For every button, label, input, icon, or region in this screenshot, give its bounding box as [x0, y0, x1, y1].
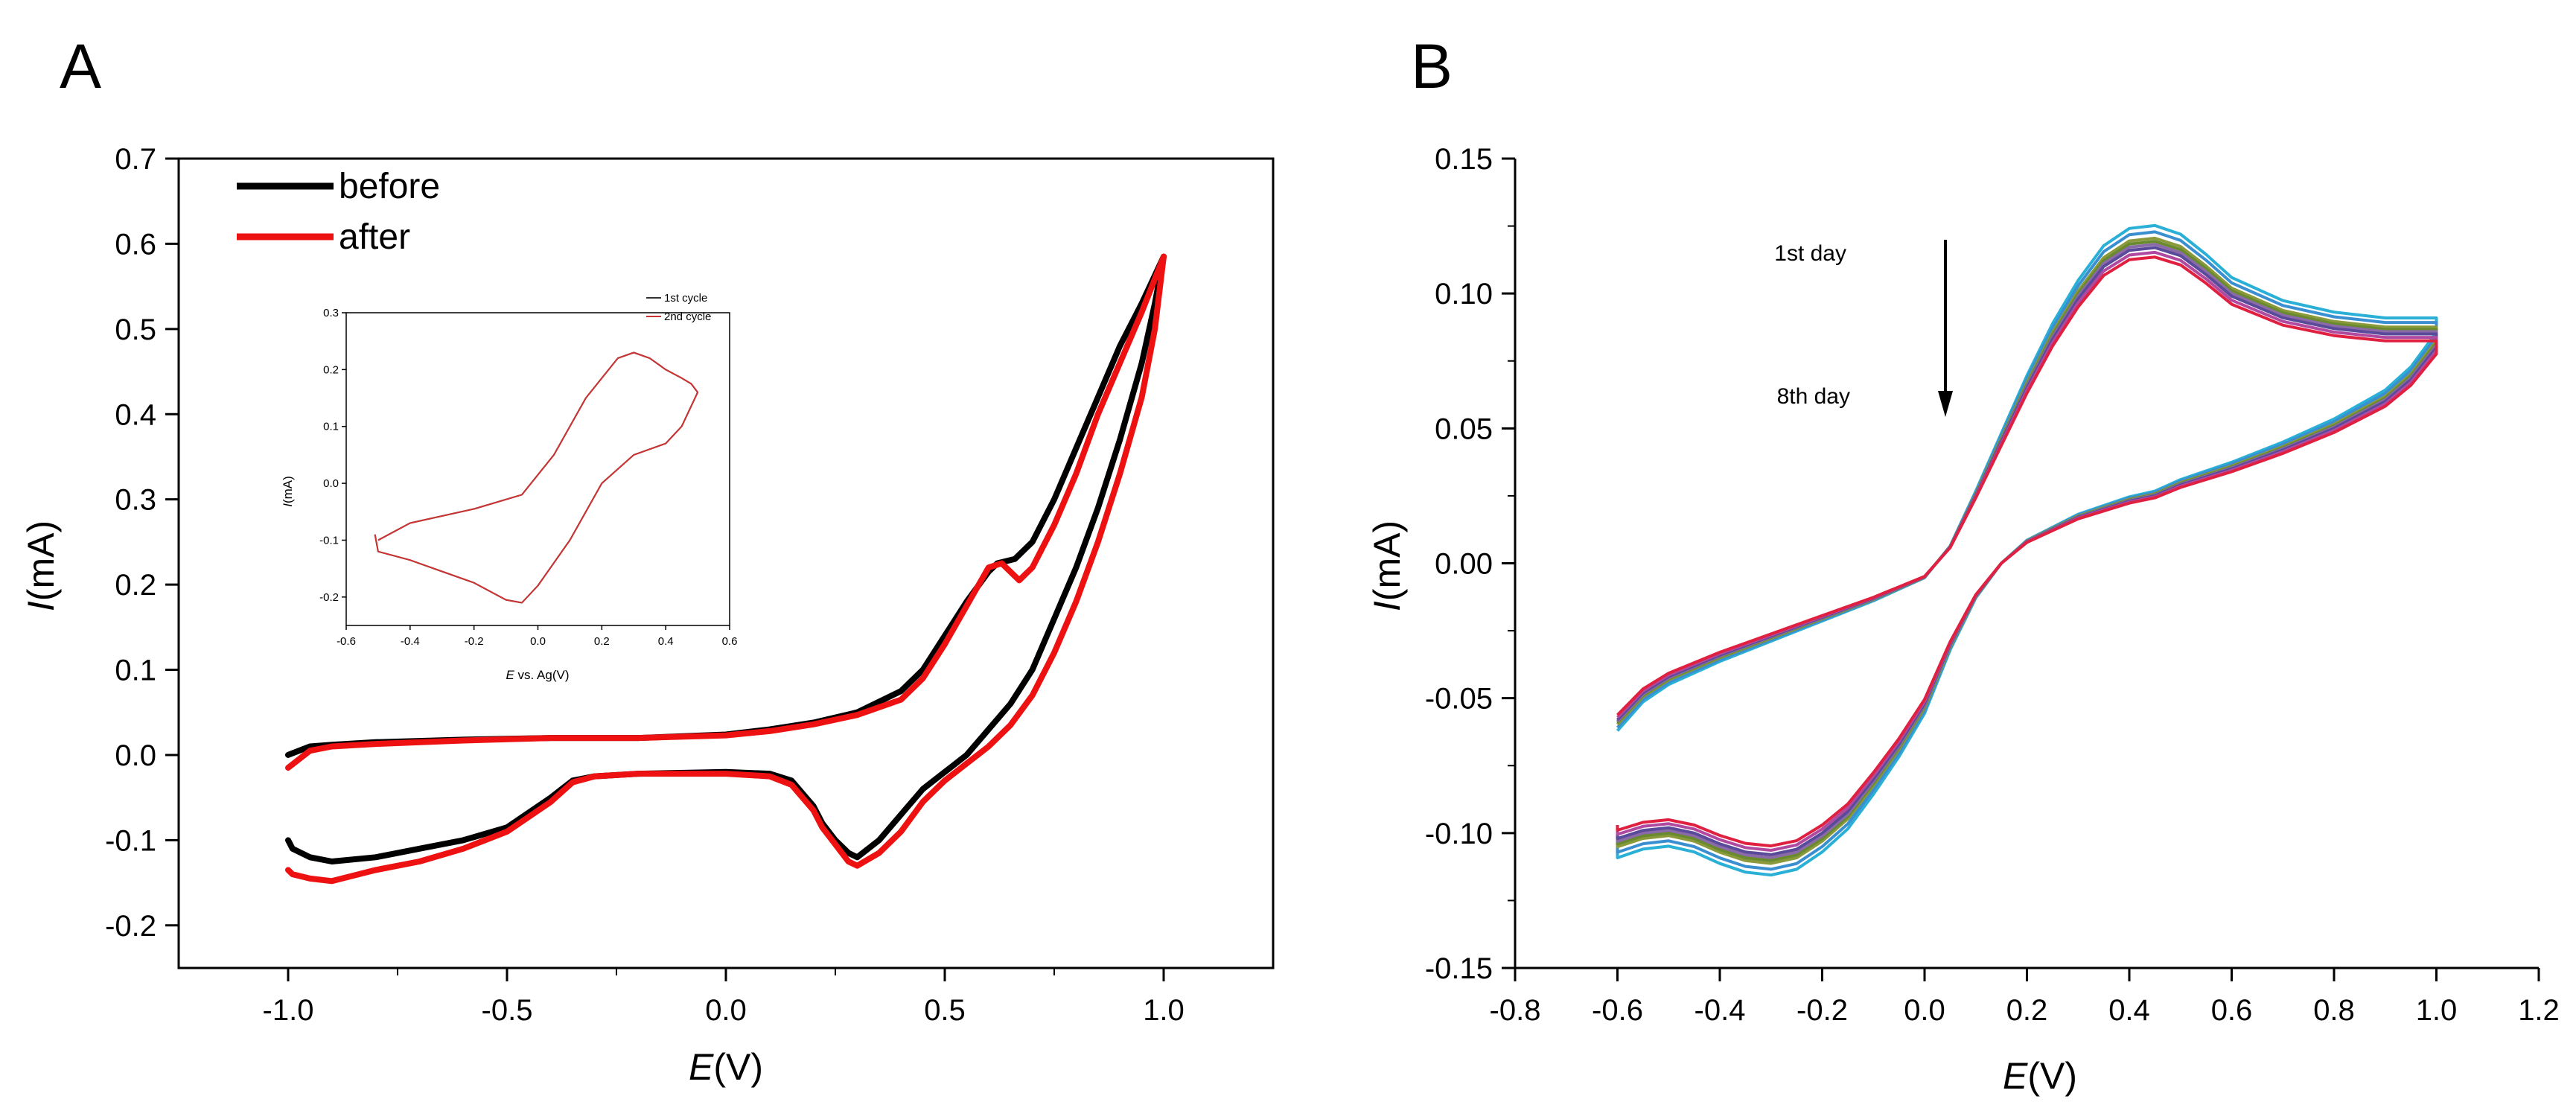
b-xtick-label: 1.0	[2416, 994, 2458, 1027]
panel-a-xlabel: E(V)	[689, 1046, 763, 1088]
a-xtick-label: 1.0	[1143, 994, 1185, 1027]
inset-series	[374, 351, 699, 604]
b-xtick-label: 1.2	[2518, 994, 2560, 1027]
b-series-day-7	[1616, 250, 2438, 852]
a-xtick-label: -0.5	[482, 994, 533, 1027]
panel-b-label: B	[1411, 31, 1453, 101]
b-series-day-4	[1616, 240, 2438, 862]
b-ytick-label: -0.15	[1425, 952, 1493, 985]
a-ytick-label: 0.0	[115, 739, 156, 772]
a-ytick-label: 0.6	[115, 228, 156, 261]
inset-ytick-label: 0.3	[323, 307, 339, 319]
inset-xtick-label: 0.4	[658, 635, 674, 648]
b-ytick-label: 0.10	[1435, 278, 1493, 310]
a-xtick-label: 0.5	[924, 994, 966, 1027]
inset-ytick-label: -0.2	[319, 591, 339, 604]
b-xtick-label: 0.2	[2006, 994, 2048, 1027]
panel-b-axes: -0.8 -0.6 -0.4 -0.2 0.0 0.2 0.4 0.6 0.8 1.0 1.2 -0.…	[1425, 143, 2560, 1027]
panel-b-xlabel: E(V)	[2003, 1055, 2077, 1097]
legend-label-before: before	[339, 167, 440, 206]
inset-ytick-label: -0.1	[319, 534, 339, 547]
a-ytick-label: 0.5	[115, 313, 156, 346]
b-xtick-label: -0.2	[1796, 994, 1848, 1027]
inset-xtick-label: 0.2	[594, 635, 610, 648]
inset-chart: -0.6 -0.4 -0.2 0.0 0.2 0.4 0.6 -0.2 -0.1 0.0 0.1 0.…	[281, 292, 737, 682]
b-ytick-label: -0.10	[1425, 818, 1493, 850]
panel-a-label: A	[60, 31, 101, 101]
inset-ytick-label: 0.1	[323, 421, 339, 433]
panel-a-axes: -1.0 -0.5 0.0 0.5 1.0 -0.2 -0.1 0.0 0.1 0.2 0.3 0.4…	[105, 143, 1185, 1027]
inset-series-2nd-cycle	[374, 351, 699, 604]
inset-ytick-label: 0.2	[323, 363, 339, 376]
b-xtick-label: 0.4	[2108, 994, 2150, 1027]
b-xtick-label: 0.6	[2211, 994, 2253, 1027]
annotation-8th-day: 8th day	[1777, 384, 1850, 409]
inset-xtick-label: 0.6	[722, 635, 738, 648]
a-ytick-label: 0.7	[115, 143, 156, 176]
inset-xtick-label: 0.0	[530, 635, 546, 648]
inset-xtick-label: -0.6	[337, 635, 356, 648]
panel-b: B -0.8 -0.6 -0.4 -0.2 0.0 0.2 0.4 0.6 0.8 1.0 1.2-…	[1366, 31, 2560, 1097]
a-ytick-label: 0.1	[115, 654, 156, 687]
legend-label-after: after	[339, 217, 410, 257]
annotation-1st-day: 1st day	[1774, 241, 1846, 266]
panel-b-ylabel: I(mA)	[1366, 520, 1408, 611]
a-xtick-label: -1.0	[263, 994, 314, 1027]
a-ytick-label: -0.2	[105, 910, 156, 943]
a-ytick-label: 0.4	[115, 398, 156, 431]
annotation-arrow-head	[1938, 391, 1953, 417]
b-ytick-label: 0.15	[1435, 143, 1493, 176]
inset-ylabel: I(mA)	[281, 476, 295, 507]
b-xtick-label: -0.8	[1490, 994, 1541, 1027]
inset-frame	[345, 312, 730, 626]
a-xtick-label: 0.0	[705, 994, 747, 1027]
panel-b-series	[1616, 223, 2438, 877]
inset-legend: 1st cycle 2nd cycle	[646, 292, 711, 323]
b-ytick-label: 0.05	[1435, 413, 1493, 445]
b-xtick-label: -0.4	[1695, 994, 1746, 1027]
inset-axes: -0.6 -0.4 -0.2 0.0 0.2 0.4 0.6 -0.2 -0.1 0.0 0.1 0.…	[319, 307, 737, 648]
panel-a-legend: before after	[237, 167, 440, 257]
b-ytick-label: 0.00	[1435, 548, 1493, 581]
a-ytick-label: 0.2	[115, 569, 156, 602]
inset-legend-label-1st: 1st cycle	[664, 292, 707, 305]
panel-a-series	[285, 253, 1167, 885]
b-xtick-label: 0.8	[2313, 994, 2355, 1027]
b-xtick-label: 0.0	[1904, 994, 1945, 1027]
inset-xlabel: E vs. Ag(V)	[506, 668, 569, 682]
b-series-day-6	[1616, 246, 2438, 856]
inset-xtick-label: -0.2	[465, 635, 484, 648]
b-series-day-5	[1616, 243, 2438, 859]
inset-legend-label-2nd: 2nd cycle	[664, 310, 711, 323]
panel-a-ylabel: I(mA)	[20, 520, 62, 611]
a-series-after	[285, 253, 1167, 885]
a-ytick-label: 0.3	[115, 484, 156, 517]
inset-ytick-label: 0.0	[323, 477, 339, 490]
a-ytick-label: -0.1	[105, 824, 156, 857]
panel-b-annotation: 1st day 8th day	[1774, 240, 1953, 417]
b-xtick-label: -0.6	[1592, 994, 1643, 1027]
panel-a: A -1.0 -0.5 0.0 0.5 1.0 -0.2 -0.1 0.0 0.1 0.2 0.3 0…	[20, 31, 1275, 1088]
b-ytick-label: -0.05	[1425, 683, 1493, 716]
b-series-day-8	[1616, 255, 2438, 848]
inset-xtick-label: -0.4	[401, 635, 420, 648]
